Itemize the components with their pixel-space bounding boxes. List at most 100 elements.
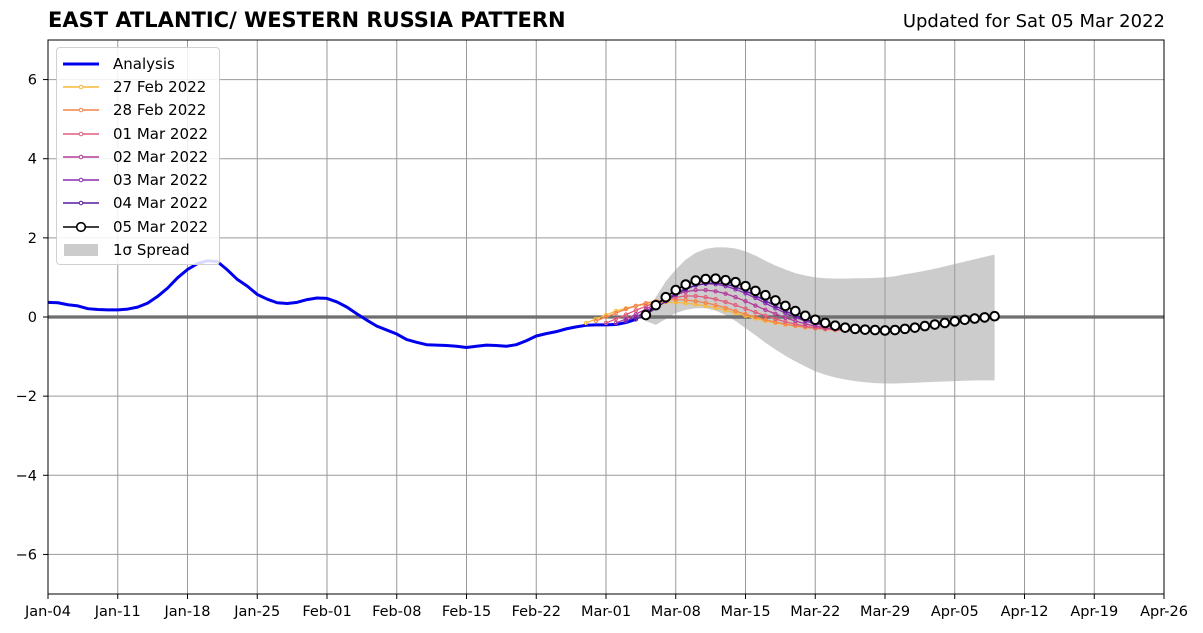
data-point (680, 279, 692, 290)
x-tick-label: Mar-22 (790, 604, 840, 620)
y-tick-label: −2 (16, 389, 37, 405)
data-point (909, 322, 921, 333)
x-tick-label: Mar-01 (581, 604, 631, 620)
data-point (723, 299, 728, 305)
data-point (623, 312, 629, 317)
legend-entry: 27 Feb 2022 (63, 75, 213, 98)
legend-entry: 02 Mar 2022 (63, 145, 213, 168)
spread-band (645, 247, 995, 384)
chart-title: EAST ATLANTIC/ WESTERN RUSSIA PATTERN (48, 8, 566, 32)
data-point (673, 300, 678, 305)
data-point (643, 304, 649, 309)
legend-entry: Analysis (63, 52, 213, 75)
x-tick-label: Jan-11 (94, 604, 141, 620)
data-point (723, 305, 728, 311)
legend-swatch (63, 201, 99, 206)
legend-label: 28 Feb 2022 (113, 101, 207, 120)
y-tick-label: 2 (28, 231, 37, 247)
legend-entry: 01 Mar 2022 (63, 122, 213, 145)
data-point (683, 293, 688, 299)
data-point (969, 313, 980, 324)
x-tick-label: Apr-26 (1140, 604, 1188, 620)
series-0 (47, 259, 637, 349)
data-point (760, 289, 771, 301)
data-point (939, 317, 951, 329)
data-point (773, 311, 778, 317)
y-tick-label: −4 (16, 468, 37, 484)
x-tick-label: Apr-12 (1001, 604, 1049, 620)
data-point (819, 317, 831, 329)
data-point (849, 323, 861, 335)
x-tick-label: Jan-25 (233, 604, 280, 620)
data-point (733, 302, 738, 308)
legend-label: 05 Mar 2022 (113, 217, 209, 236)
data-point (703, 300, 708, 305)
data-point (720, 274, 731, 286)
data-point (743, 298, 748, 304)
data-point (929, 319, 941, 330)
legend-swatch (63, 154, 99, 160)
data-point (640, 309, 652, 321)
updated-label: Updated for Sat 05 Mar 2022 (902, 11, 1165, 32)
legend-marker (78, 131, 84, 136)
data-point (633, 308, 639, 313)
x-tick-label: Apr-19 (1070, 604, 1118, 620)
legend-marker (75, 221, 87, 232)
data-point (743, 306, 748, 311)
y-tick-label: 0 (28, 310, 37, 326)
data-point (603, 314, 609, 320)
data-point (690, 275, 701, 286)
data-point (790, 305, 801, 317)
x-tick-label: Apr-05 (931, 604, 979, 620)
data-point (633, 312, 639, 317)
legend-swatch (63, 84, 99, 90)
legend-entry: 04 Mar 2022 (63, 192, 213, 215)
legend-swatch (63, 221, 99, 232)
legend-marker (78, 201, 84, 206)
data-point (743, 312, 748, 317)
legend-entry: 03 Mar 2022 (63, 168, 213, 191)
data-point (613, 316, 619, 322)
data-point (803, 321, 808, 326)
x-tick-label: Jan-04 (24, 604, 71, 620)
data-point (583, 320, 589, 326)
data-point (613, 320, 619, 326)
legend-marker (78, 107, 84, 113)
data-point (633, 303, 639, 309)
data-point (623, 318, 629, 324)
data-point (670, 284, 682, 296)
data-point (763, 307, 768, 313)
data-point (989, 310, 1000, 322)
data-point (650, 299, 662, 311)
data-point (799, 310, 811, 322)
data-point (613, 310, 619, 316)
data-point (803, 323, 808, 329)
data-point (783, 321, 788, 327)
legend-swatch (63, 107, 99, 113)
data-point (623, 306, 629, 312)
data-point (713, 289, 718, 294)
legend-swatch (64, 244, 98, 257)
data-point (753, 314, 758, 320)
x-tick-label: Mar-15 (720, 604, 770, 620)
data-point (740, 280, 751, 292)
data-point (693, 287, 698, 293)
y-tick-label: 4 (28, 152, 37, 168)
x-tick-label: Feb-08 (372, 604, 421, 620)
data-point (829, 320, 841, 332)
legend: Analysis 27 Feb 2022 28 Feb 2022 01 Mar 202… (56, 47, 220, 265)
data-point (703, 287, 708, 293)
data-point (713, 305, 718, 311)
data-point (593, 318, 599, 324)
data-point (733, 308, 738, 314)
legend-label: 01 Mar 2022 (113, 124, 209, 143)
data-point (713, 296, 718, 302)
data-point (753, 303, 758, 308)
legend-entry: 28 Feb 2022 (63, 99, 213, 122)
data-point (723, 291, 728, 296)
legend-marker (78, 154, 84, 160)
spread-layer (645, 247, 995, 384)
data-point (733, 295, 738, 300)
legend-entry: 1σ Spread (63, 238, 213, 261)
legend-marker (78, 84, 84, 90)
